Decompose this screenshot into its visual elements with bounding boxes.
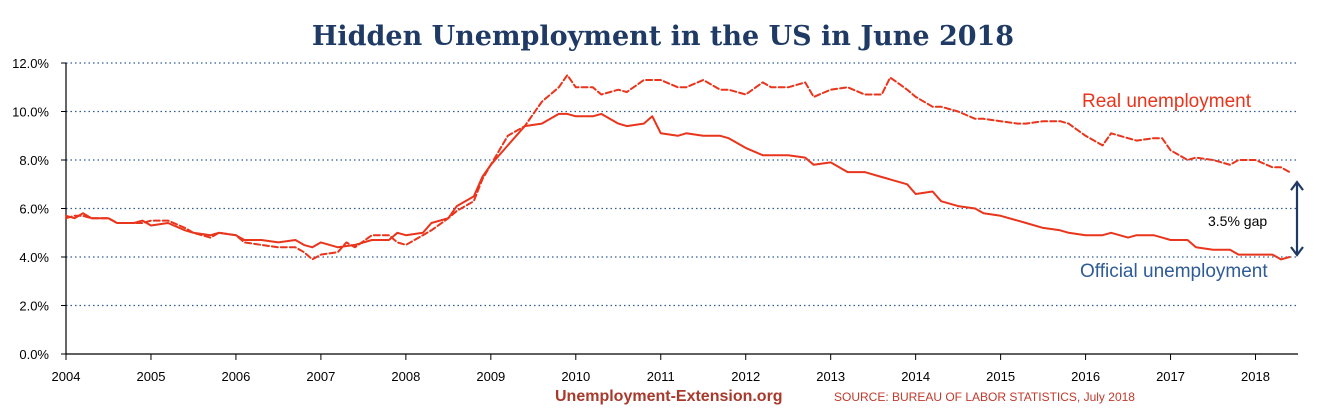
chart-title: Hidden Unemployment in the US in June 20…: [312, 21, 1014, 52]
official-unemployment-label: Official unemployment: [1080, 261, 1268, 282]
x-tick-label: 2008: [391, 369, 420, 384]
x-tick-label: 2007: [306, 369, 335, 384]
y-tick-label: 2.0%: [19, 299, 49, 314]
site-credit: Unemployment-Extension.org: [555, 388, 783, 405]
x-tick-label: 2013: [816, 369, 845, 384]
gridlines: [66, 62, 1298, 307]
real-unemployment-label: Real unemployment: [1082, 91, 1252, 112]
x-axis-ticks: 2004 2005 2006 2007 2008 2009 2010 2011 2012 2013…: [52, 369, 1270, 384]
y-tick-label: 4.0%: [19, 250, 49, 265]
x-tick-label: 2010: [561, 369, 590, 384]
x-tick-label: 2014: [901, 369, 930, 384]
source-note: SOURCE: BUREAU OF LABOR STATISTICS, July…: [834, 390, 1135, 404]
y-tick-label: 6.0%: [19, 202, 49, 217]
x-tick-label: 2017: [1156, 369, 1185, 384]
gap-label: 3.5% gap: [1208, 213, 1267, 229]
axes: [61, 62, 1298, 360]
x-tick-label: 2005: [137, 369, 166, 384]
x-tick-label: 2011: [647, 369, 675, 384]
x-tick-label: 2006: [221, 369, 250, 384]
x-tick-label: 2009: [476, 369, 505, 384]
y-tick-label: 0.0%: [19, 347, 49, 362]
real-unemployment-line: [65, 74, 1291, 261]
x-tick-label: 2015: [986, 369, 1015, 384]
x-tick-label: 2016: [1071, 369, 1100, 384]
official-unemployment-line: [65, 112, 1291, 261]
x-tick-label: 2018: [1241, 369, 1270, 384]
x-tick-label: 2004: [52, 369, 81, 384]
series-lines: [65, 74, 1291, 261]
y-axis-ticks: 0.0% 2.0% 4.0% 6.0% 8.0% 10.0% 12.0%: [12, 56, 49, 362]
gap-arrow-head-down: [1290, 246, 1304, 257]
gap-arrow-head-up: [1290, 180, 1304, 191]
x-tick-label: 2012: [731, 369, 760, 384]
gap-arrow-icon: [1290, 180, 1304, 257]
y-tick-label: 10.0%: [12, 105, 49, 120]
y-tick-label: 8.0%: [19, 153, 49, 168]
y-tick-label: 12.0%: [12, 56, 49, 71]
